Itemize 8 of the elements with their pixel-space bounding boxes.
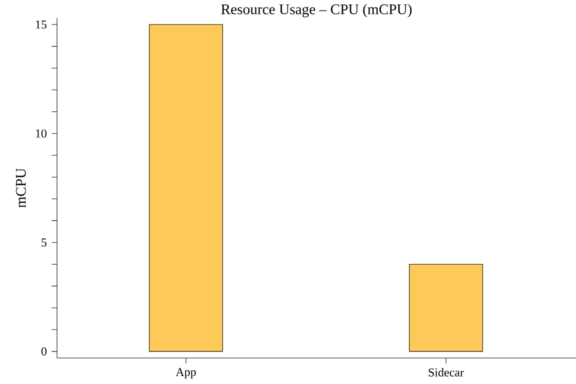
y-axis-title: mCPU — [16, 168, 26, 208]
x-tick-label: Sidecar — [428, 368, 464, 376]
x-tick-label: App — [176, 368, 196, 379]
y-tick-label: 15 — [36, 20, 46, 29]
chart-title: Resource Usage – CPU (mCPU) — [221, 4, 412, 18]
y-tick-label: 5 — [42, 238, 46, 246]
y-tick-label: 0 — [41, 347, 46, 356]
y-tick-label: 10 — [36, 129, 46, 138]
